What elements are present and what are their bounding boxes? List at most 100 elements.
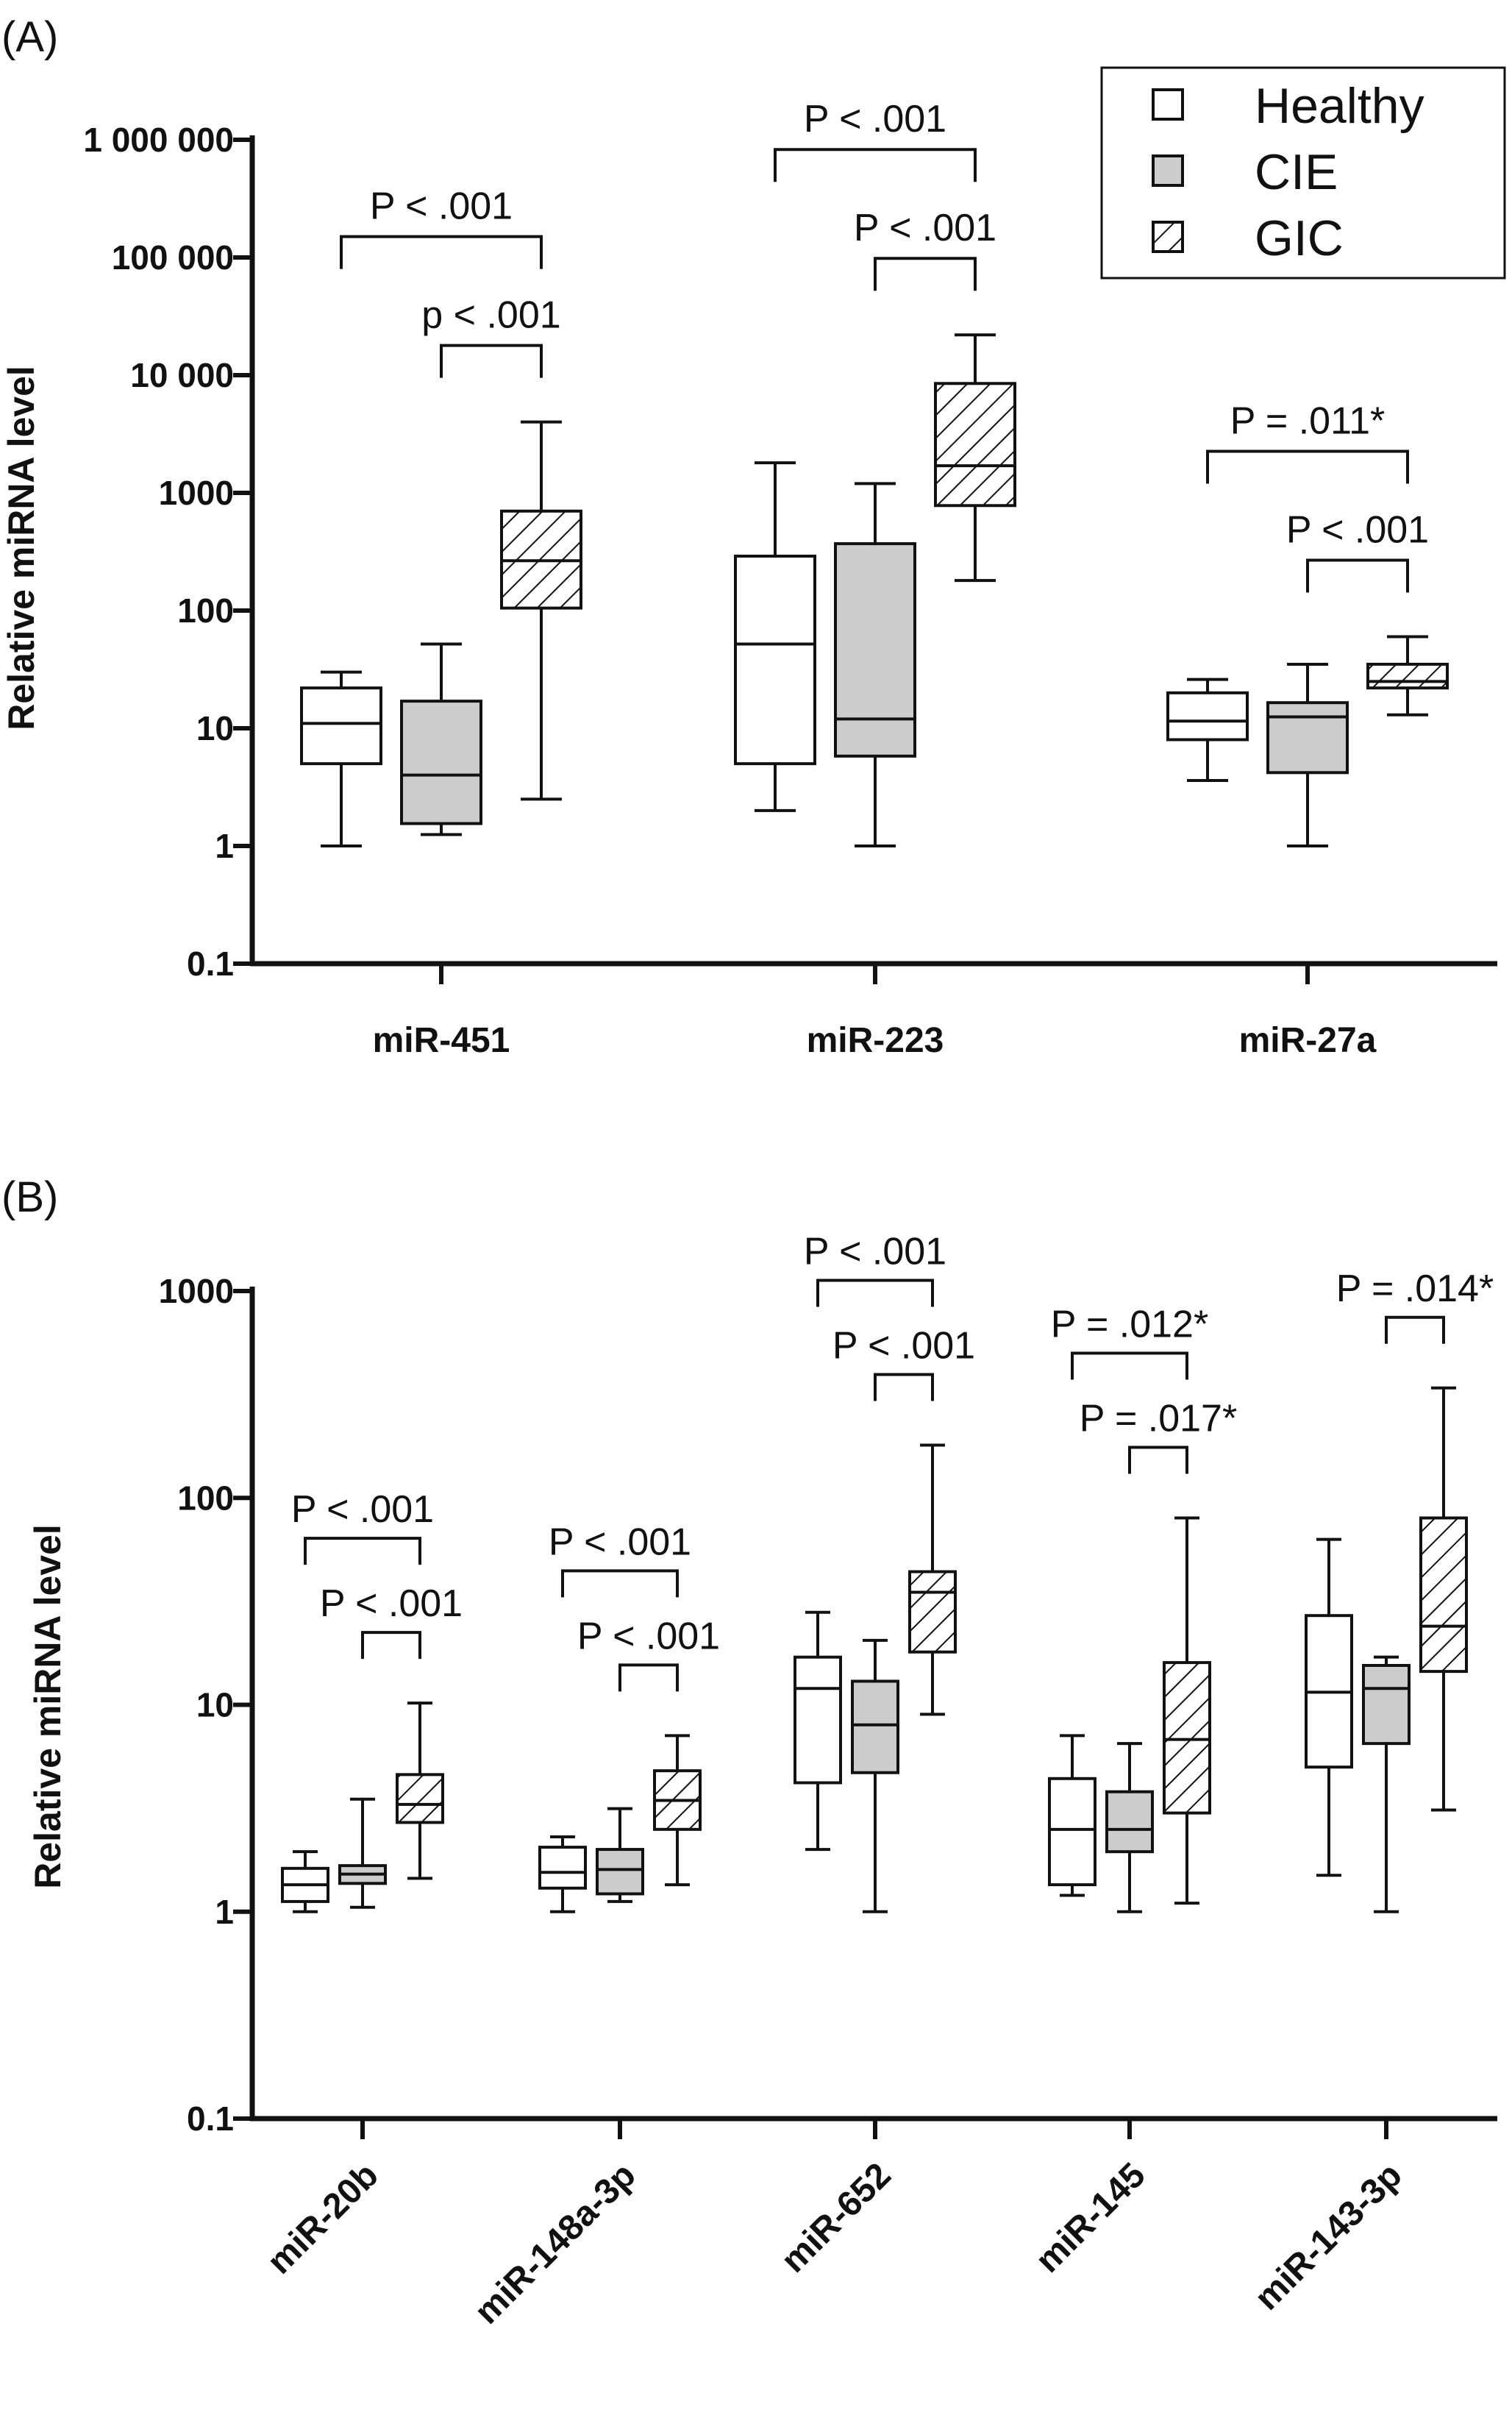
p-value-label: P < .001: [370, 185, 513, 228]
panel-b-label: (B): [1, 1173, 58, 1221]
panel-a-y-ticks: 0.1 1 10 100 1000 10 000 100 000 1 000 000: [83, 121, 252, 983]
comparison-mir-451-healthy-vs-gic: P < .001: [340, 185, 543, 269]
box-iqr: [1419, 1516, 1468, 1674]
significance-bracket: [874, 257, 977, 291]
significance-bracket: [304, 1537, 421, 1565]
significance-bracket: [1128, 1446, 1188, 1474]
significance-bracket: [561, 1569, 679, 1598]
box-iqr: [1366, 662, 1449, 690]
comparison-mir-145-healthy-vs-gic: P = .012*: [1051, 1304, 1208, 1380]
legend-label-cie: CIE: [1255, 144, 1338, 200]
panel-a-y-tick-label: 1: [215, 827, 234, 865]
box-healthy-mir-451: [300, 670, 382, 847]
legend-label-gic: GIC: [1255, 210, 1344, 266]
box-gic-mir-223: [934, 333, 1016, 583]
p-value-label: P = .011*: [1230, 399, 1386, 442]
box-iqr: [1266, 701, 1349, 775]
box-cie-mir-652: [851, 1638, 899, 1913]
box-iqr: [1362, 1663, 1411, 1746]
p-value-label: P < .001: [1286, 508, 1429, 551]
panel-b-category-label-mir-145: miR-145: [1028, 2155, 1153, 2280]
panel-b-y-axis-title: Relative miRNA level: [27, 1524, 68, 1889]
box-iqr: [538, 1846, 587, 1890]
comparison-mir-143-3p-cie-vs-gic: P = .014*: [1336, 1267, 1494, 1344]
panel-a-y-tick-label: 100: [177, 591, 234, 630]
panel-a-y-tick-label: 0.1: [187, 945, 234, 983]
p-value-label: P < .001: [320, 1582, 463, 1625]
significance-bracket: [816, 1279, 934, 1307]
box-iqr: [851, 1679, 899, 1774]
p-value-label: P < .001: [832, 1324, 975, 1367]
box-iqr: [1163, 1661, 1211, 1815]
panel-a-label: (A): [1, 13, 58, 61]
box-iqr: [300, 686, 382, 766]
p-value-label: P = .014*: [1336, 1267, 1494, 1310]
panel-b-y-ticks: 0.1 1 10 100 1000: [159, 1272, 252, 2138]
significance-bracket: [340, 235, 543, 269]
significance-bracket: [361, 1631, 421, 1660]
panel-b-category-label-mir-20b: miR-20b: [260, 2155, 385, 2281]
panel-a-y-tick-label: 1 000 000: [83, 121, 234, 159]
box-iqr: [934, 382, 1016, 508]
legend-swatch-healthy: [1152, 88, 1184, 121]
box-healthy-mir-652: [794, 1610, 842, 1852]
p-value-label: P < .001: [549, 1521, 691, 1563]
legend-label-healthy: Healthy: [1255, 78, 1424, 134]
comparison-mir-652-cie-vs-gic: P < .001: [832, 1324, 975, 1401]
box-healthy-mir-145: [1048, 1734, 1096, 1897]
comparison-mir-20b-healthy-vs-gic: P < .001: [291, 1488, 434, 1565]
panel-b-y-tick-label: 10: [196, 1686, 234, 1724]
significance-bracket: [1206, 449, 1409, 484]
panel-a-category-label-mir-27a: miR-27a: [1239, 1021, 1377, 1060]
panel-b-y-tick-label: 0.1: [187, 2099, 234, 2138]
p-value-label: P = .017*: [1080, 1398, 1237, 1440]
box-cie-mir-145: [1105, 1742, 1154, 1913]
box-healthy-mir-27a: [1166, 678, 1249, 782]
panel-a-comparisons: P < .001 p < .001 P < .001 P < .001 P = .011…: [340, 98, 1429, 593]
box-healthy-mir-143-3p: [1305, 1537, 1353, 1877]
significance-bracket: [1071, 1351, 1188, 1380]
panel-a-y-axis-title: Relative miRNA level: [1, 366, 42, 730]
box-gic-mir-27a: [1366, 635, 1449, 716]
panel-b-category-label-mir-148a-3p: miR-148a-3p: [467, 2155, 643, 2331]
legend-swatch-gic: [1152, 221, 1184, 253]
p-value-label: p < .001: [421, 294, 560, 337]
significance-bracket: [440, 344, 543, 378]
panel-b: (B) Relative miRNA level 0.1 1 10 100 1000 m…: [1, 1173, 1497, 2332]
box-cie-mir-20b: [338, 1797, 387, 1909]
box-iqr: [834, 542, 916, 758]
box-iqr: [794, 1655, 842, 1785]
comparison-mir-223-healthy-vs-gic: P < .001: [774, 98, 977, 182]
p-value-label: P = .012*: [1051, 1304, 1208, 1346]
legend-swatch-cie: [1152, 154, 1184, 187]
box-cie-mir-27a: [1266, 662, 1349, 847]
comparison-mir-148a-3p-cie-vs-gic: P < .001: [577, 1615, 720, 1692]
box-iqr: [1105, 1790, 1154, 1854]
p-value-label: P < .001: [854, 207, 996, 249]
panel-a-category-label-mir-223: miR-223: [807, 1021, 944, 1060]
panel-b-categories: miR-20b miR-148a-3p miR-652 miR-145 miR-143-…: [260, 2119, 1410, 2332]
panel-a-y-tick-label: 10: [196, 709, 234, 747]
box-iqr: [596, 1848, 644, 1896]
p-value-label: P < .001: [577, 1615, 720, 1657]
box-cie-mir-223: [834, 482, 916, 847]
comparison-mir-451-cie-vs-gic: p < .001: [421, 294, 561, 378]
panel-a-y-tick-label: 1000: [159, 474, 234, 512]
panel-b-boxes: [281, 1386, 1468, 1913]
panel-a-boxes: [300, 333, 1449, 847]
significance-bracket: [618, 1663, 679, 1692]
box-iqr: [400, 700, 482, 825]
box-gic-mir-148a-3p: [653, 1734, 702, 1887]
box-cie-mir-143-3p: [1362, 1655, 1411, 1913]
panel-b-y-tick-label: 100: [177, 1479, 234, 1517]
box-healthy-mir-20b: [281, 1850, 329, 1913]
panel-b-y-tick-label: 1000: [159, 1272, 234, 1310]
significance-bracket: [874, 1373, 934, 1401]
p-value-label: P < .001: [804, 98, 946, 141]
panel-a-categories: miR-451 miR-223 miR-27a: [373, 964, 1377, 1060]
box-iqr: [908, 1570, 957, 1654]
box-iqr: [1166, 691, 1249, 742]
panel-a-category-label-mir-451: miR-451: [373, 1021, 510, 1060]
box-gic-mir-20b: [396, 1702, 444, 1880]
